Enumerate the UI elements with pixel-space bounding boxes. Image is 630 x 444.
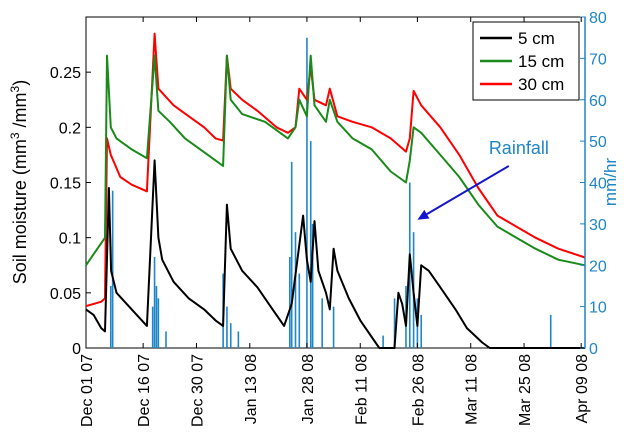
x-tick-label: Apr 09 08 bbox=[574, 354, 591, 423]
y2-tick-label: 60 bbox=[589, 93, 607, 110]
legend-label: 15 cm bbox=[518, 52, 564, 71]
x-tick-label: Dec 16 07 bbox=[136, 354, 153, 427]
y-tick-label: 0.25 bbox=[50, 65, 81, 82]
x-tick-label: Feb 11 08 bbox=[353, 354, 370, 425]
y-axis-label: Soil moisture (mm3 /mm3) bbox=[8, 80, 30, 284]
left-y-axis: 0 0.05 0.1 0.15 0.2 0.25 bbox=[50, 65, 91, 358]
y2-tick-label: 20 bbox=[589, 258, 607, 275]
annotation-arrow bbox=[426, 165, 510, 216]
y2-axis-label: mm/hr bbox=[601, 158, 620, 207]
series-line-5-cm bbox=[85, 159, 585, 349]
rainfall-annotation: Rainfall bbox=[417, 138, 549, 220]
y2-tick-label: 10 bbox=[589, 300, 607, 317]
y-tick-label: 0.15 bbox=[50, 176, 81, 193]
legend-label: 30 cm bbox=[518, 75, 564, 94]
y2-tick-label: 40 bbox=[589, 176, 607, 193]
moisture-lines bbox=[85, 32, 586, 349]
right-y-axis: 0 10 20 30 40 50 60 70 80 bbox=[580, 10, 607, 358]
x-tick-label: Jan 13 08 bbox=[243, 354, 260, 424]
y2-tick-label: 50 bbox=[589, 134, 607, 151]
series-line-15-cm bbox=[85, 54, 586, 267]
y2-tick-label: 30 bbox=[589, 217, 607, 234]
y-tick-label: 0.1 bbox=[59, 231, 81, 248]
y2-tick-label: 80 bbox=[589, 10, 607, 27]
x-tick-label: Mar 25 08 bbox=[517, 354, 534, 426]
y-tick-label: 0.2 bbox=[59, 120, 81, 137]
legend-label: 5 cm bbox=[518, 29, 555, 48]
x-tick-label: Dec 01 07 bbox=[79, 354, 96, 427]
y-tick-label: 0 bbox=[72, 341, 81, 358]
x-axis: Dec 01 07 Dec 16 07 Dec 30 07 Jan 13 08 Jan … bbox=[79, 17, 591, 427]
x-tick-label: Dec 30 07 bbox=[189, 354, 206, 427]
y2-tick-label: 0 bbox=[589, 341, 598, 358]
legend: 5 cm 15 cm 30 cm bbox=[472, 21, 580, 101]
x-tick-label: Feb 26 08 bbox=[410, 354, 427, 426]
y2-tick-label: 70 bbox=[589, 51, 607, 68]
y-tick-label: 0.05 bbox=[50, 286, 81, 303]
annotation-text: Rainfall bbox=[489, 138, 549, 158]
annotation-arrowhead bbox=[417, 209, 430, 220]
x-tick-label: Jan 28 08 bbox=[300, 354, 317, 424]
x-tick-label: Mar 11 08 bbox=[464, 354, 481, 425]
